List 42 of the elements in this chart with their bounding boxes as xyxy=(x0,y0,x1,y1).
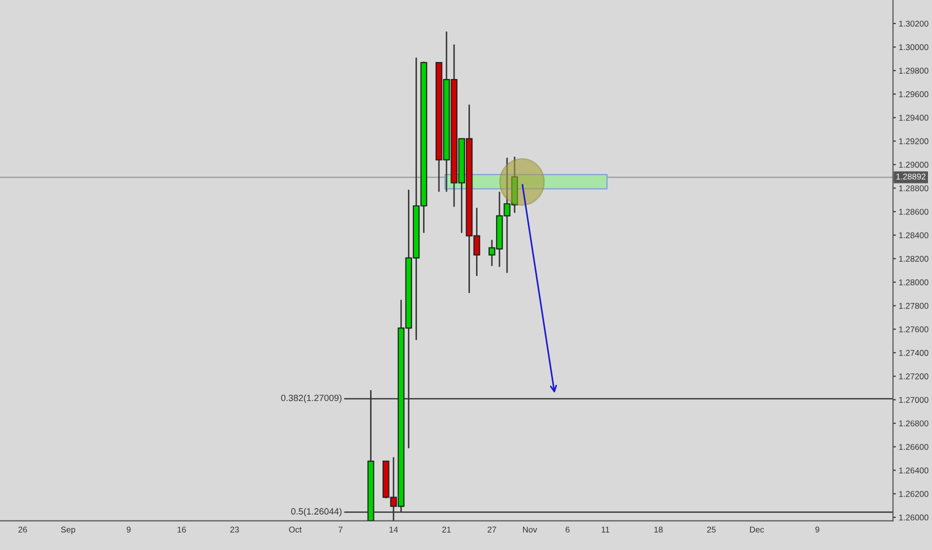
y-tick-label: 1.27600 xyxy=(899,326,928,332)
y-tick-label: 1.27200 xyxy=(899,373,928,380)
y-tick-label: 1.28200 xyxy=(899,256,928,262)
y-tick-label: 1.29800 xyxy=(899,68,928,74)
y-tick-label: 1.27000 xyxy=(899,396,928,403)
x-tick-label: 16 xyxy=(178,526,186,533)
x-tick-label: Nov xyxy=(523,526,538,533)
ref-line-label: 0.5(1.26044) xyxy=(291,508,342,516)
x-tick-label: 6 xyxy=(566,526,570,533)
x-tick-label: 7 xyxy=(338,526,342,532)
x-tick-label: 18 xyxy=(654,526,663,533)
y-tick-label: 1.26200 xyxy=(899,491,928,497)
y-tick-label: 1.30200 xyxy=(899,20,928,27)
x-tick-label: 26 xyxy=(18,526,27,533)
y-tick-label: 1.27800 xyxy=(899,302,928,309)
y-tick-label: 1.28600 xyxy=(899,208,928,215)
y-tick-label: 1.28400 xyxy=(899,232,928,238)
x-tick-label: 27 xyxy=(488,526,496,532)
x-tick-label: 9 xyxy=(126,526,131,533)
y-tick-label: 1.29600 xyxy=(899,91,928,98)
ref-line-label: 1.28892 xyxy=(896,174,926,180)
x-tick-label: 23 xyxy=(230,526,239,533)
y-tick-label: 1.26600 xyxy=(899,444,928,450)
x-tick-label: 9 xyxy=(815,526,820,533)
y-tick-label: 1.29000 xyxy=(899,162,928,168)
y-tick-label: 1.29400 xyxy=(899,114,928,121)
x-tick-label: Dec xyxy=(750,526,764,533)
ref-line-label: 0.382(1.27009) xyxy=(281,394,342,403)
y-tick-label: 1.26000 xyxy=(899,514,928,520)
x-tick-label: Sep xyxy=(61,526,76,534)
x-tick-label: 25 xyxy=(707,526,716,533)
x-tick-label: Oct xyxy=(289,526,302,533)
y-tick-label: 1.30000 xyxy=(899,44,928,50)
y-tick-label: 1.28800 xyxy=(899,185,928,192)
y-tick-label: 1.29200 xyxy=(899,138,928,144)
y-tick-label: 1.28000 xyxy=(899,279,928,286)
y-tick-label: 1.27400 xyxy=(899,350,928,356)
y-tick-label: 1.26400 xyxy=(899,467,928,474)
x-tick-label: 11 xyxy=(602,526,610,532)
x-tick-label: 21 xyxy=(442,526,451,532)
x-tick-label: 14 xyxy=(390,526,398,532)
y-tick-label: 1.26800 xyxy=(899,420,928,426)
